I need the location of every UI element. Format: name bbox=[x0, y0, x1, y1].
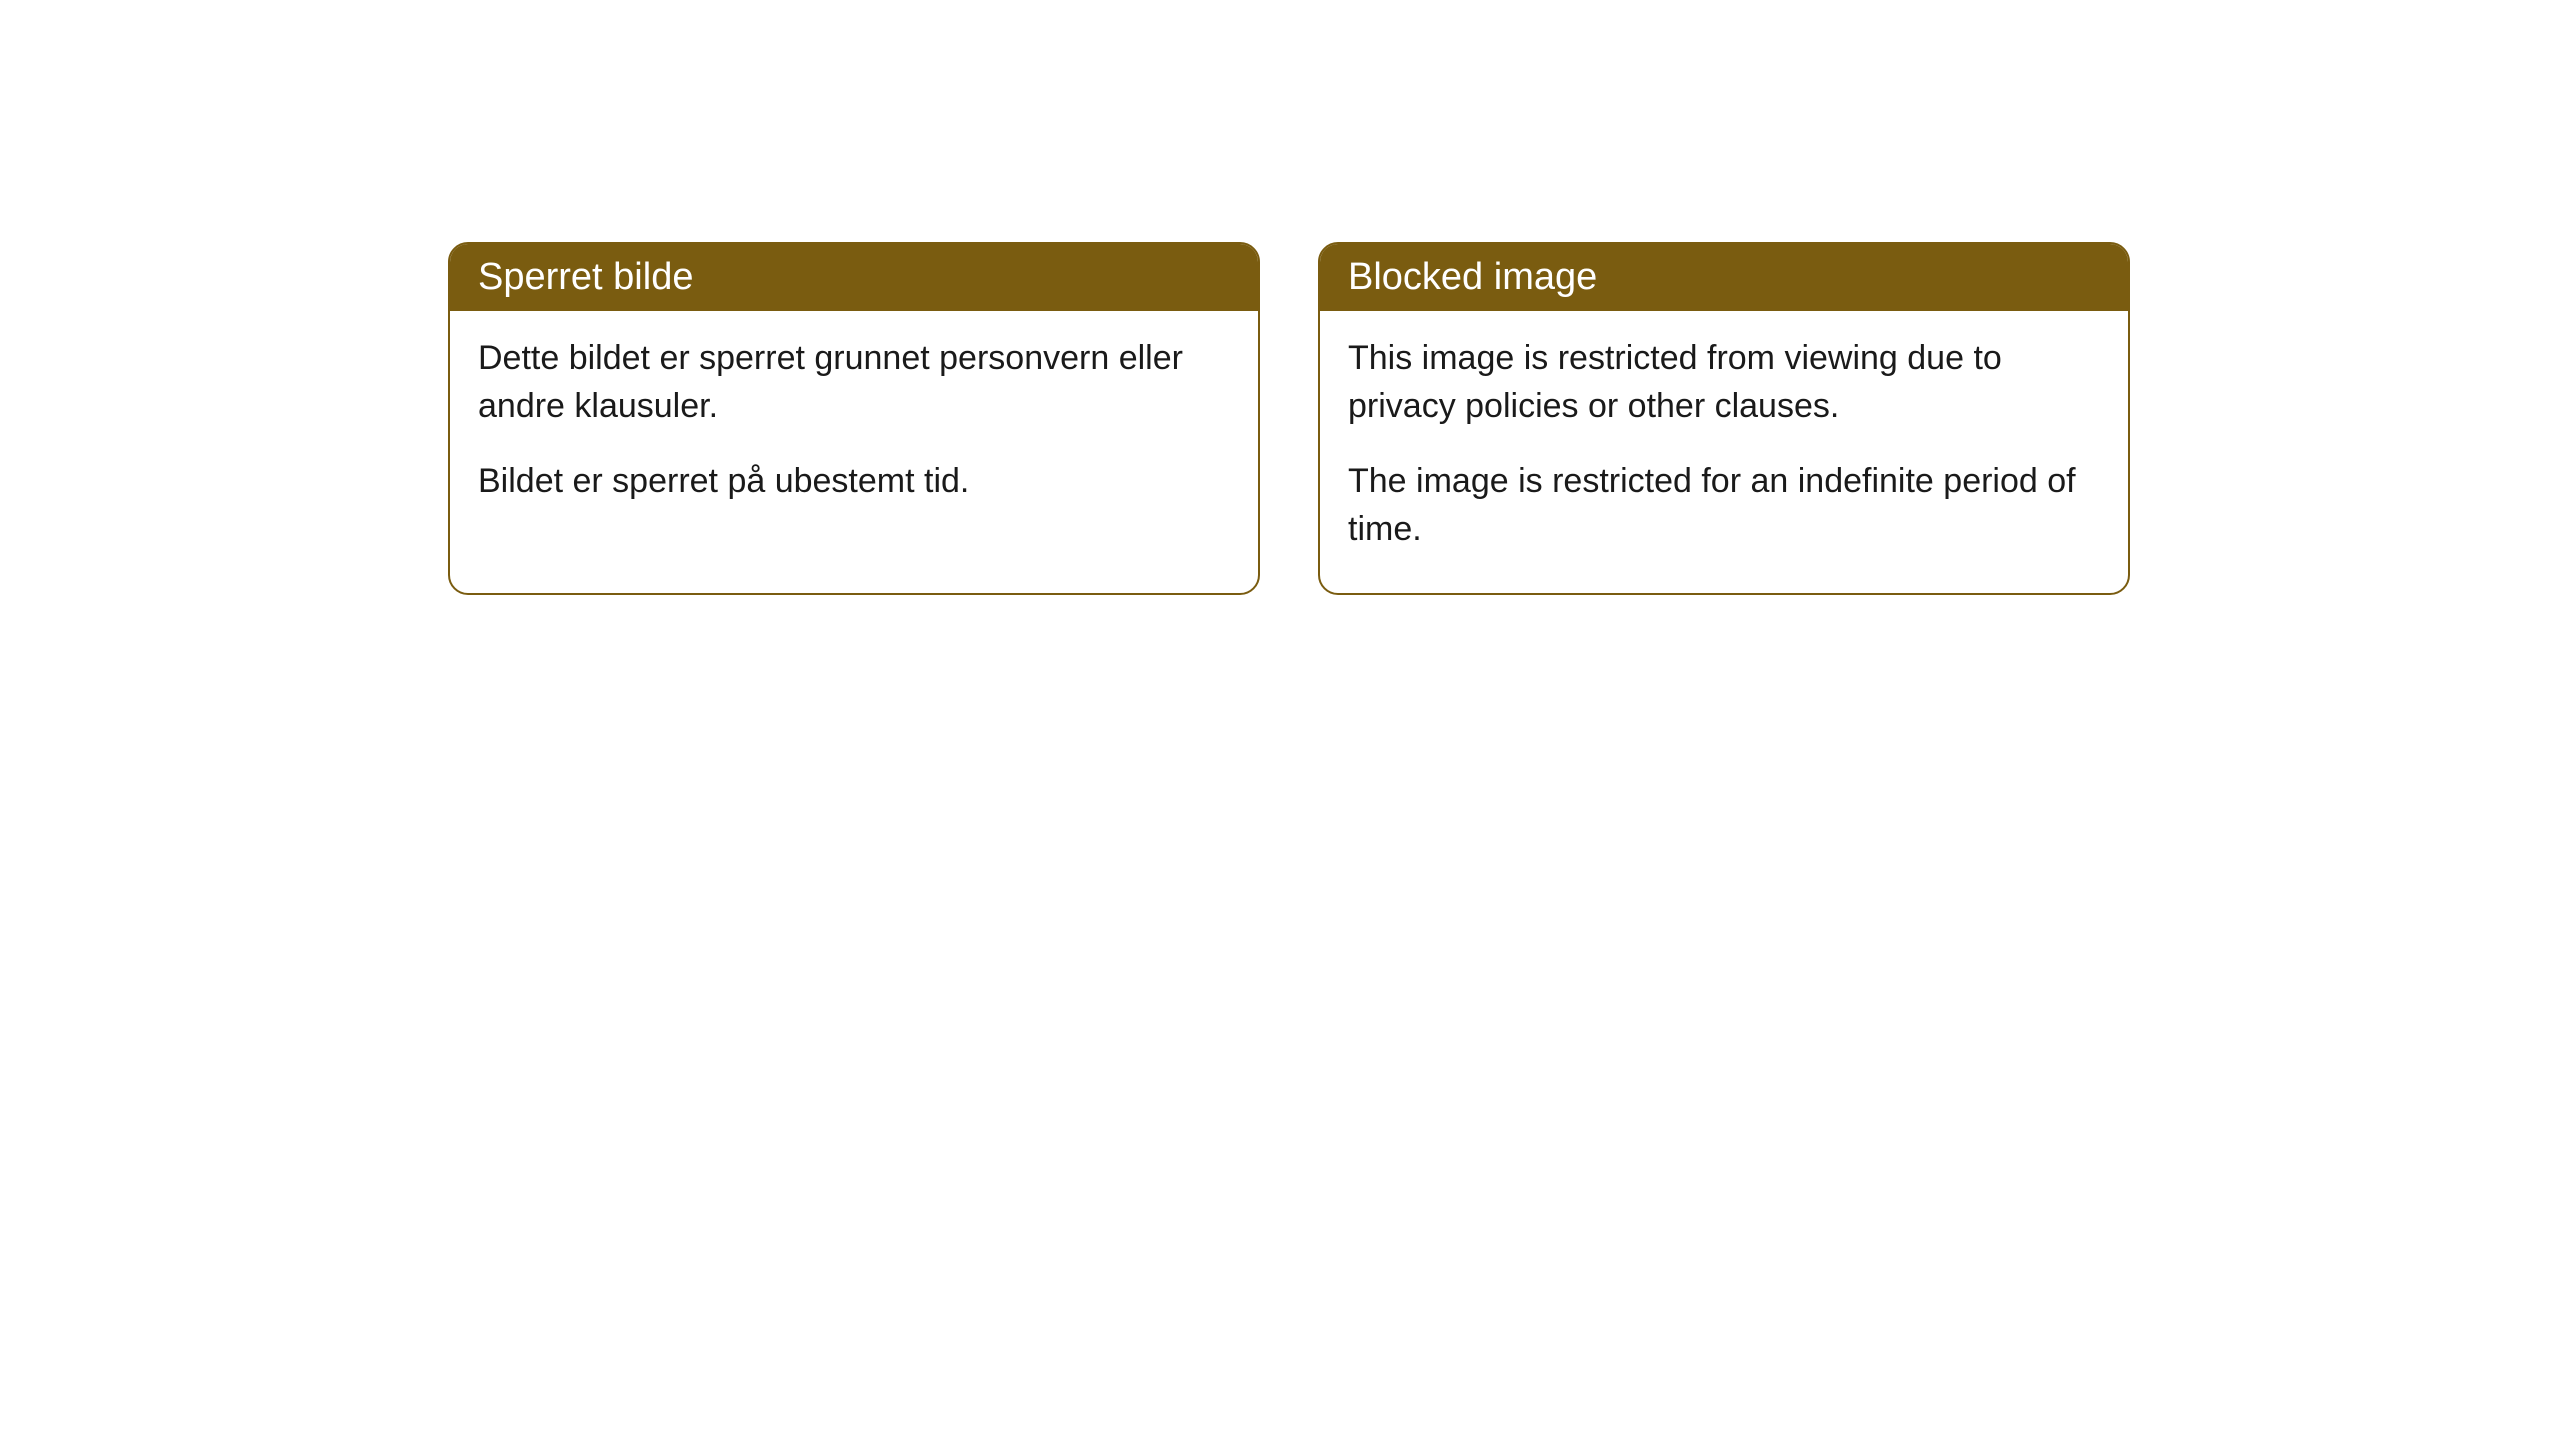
card-paragraph-1-norwegian: Dette bildet er sperret grunnet personve… bbox=[478, 335, 1230, 430]
card-paragraph-1-english: This image is restricted from viewing du… bbox=[1348, 335, 2100, 430]
card-title-norwegian: Sperret bilde bbox=[478, 256, 693, 298]
card-paragraph-2-english: The image is restricted for an indefinit… bbox=[1348, 458, 2100, 553]
card-norwegian: Sperret bilde Dette bildet er sperret gr… bbox=[448, 242, 1260, 595]
card-english: Blocked image This image is restricted f… bbox=[1318, 242, 2130, 595]
card-body-norwegian: Dette bildet er sperret grunnet personve… bbox=[450, 311, 1258, 546]
card-paragraph-2-norwegian: Bildet er sperret på ubestemt tid. bbox=[478, 458, 1230, 506]
card-header-norwegian: Sperret bilde bbox=[450, 244, 1258, 311]
cards-container: Sperret bilde Dette bildet er sperret gr… bbox=[0, 0, 2560, 595]
card-header-english: Blocked image bbox=[1320, 244, 2128, 311]
card-title-english: Blocked image bbox=[1348, 256, 1597, 298]
card-body-english: This image is restricted from viewing du… bbox=[1320, 311, 2128, 593]
